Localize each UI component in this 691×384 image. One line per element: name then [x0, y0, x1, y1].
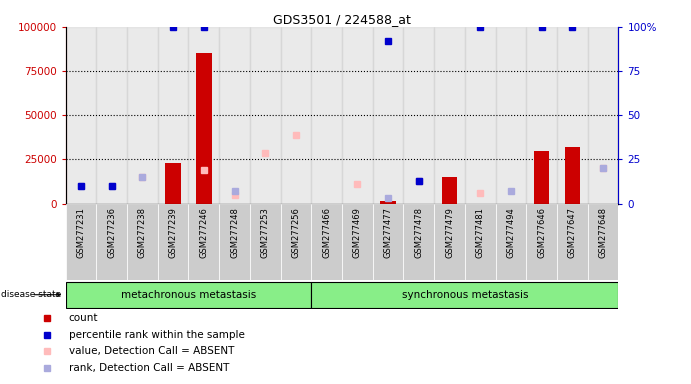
- Bar: [66, 282, 312, 308]
- Text: GSM277248: GSM277248: [230, 207, 239, 258]
- Text: GSM277494: GSM277494: [507, 207, 515, 258]
- Text: percentile rank within the sample: percentile rank within the sample: [69, 329, 245, 339]
- Bar: [588, 27, 618, 204]
- Bar: [127, 204, 158, 280]
- Text: GSM277478: GSM277478: [415, 207, 424, 258]
- Bar: [250, 27, 281, 204]
- Bar: [495, 204, 527, 280]
- Bar: [557, 27, 588, 204]
- Text: GSM277253: GSM277253: [261, 207, 269, 258]
- Bar: [66, 27, 96, 204]
- Bar: [527, 204, 557, 280]
- Text: GSM277256: GSM277256: [292, 207, 301, 258]
- Bar: [281, 27, 312, 204]
- Text: metachronous metastasis: metachronous metastasis: [121, 290, 256, 300]
- Bar: [527, 27, 557, 204]
- Bar: [404, 27, 434, 204]
- Bar: [196, 53, 211, 204]
- Bar: [219, 204, 250, 280]
- Text: GSM277477: GSM277477: [384, 207, 392, 258]
- Title: GDS3501 / 224588_at: GDS3501 / 224588_at: [273, 13, 411, 26]
- Bar: [442, 177, 457, 204]
- Bar: [372, 27, 404, 204]
- Bar: [465, 27, 495, 204]
- Text: GSM277469: GSM277469: [353, 207, 362, 258]
- Bar: [342, 27, 372, 204]
- Bar: [158, 27, 189, 204]
- Text: synchronous metastasis: synchronous metastasis: [401, 290, 528, 300]
- Text: GSM277479: GSM277479: [445, 207, 454, 258]
- Bar: [281, 204, 312, 280]
- Bar: [312, 204, 342, 280]
- Text: GSM277239: GSM277239: [169, 207, 178, 258]
- Text: count: count: [69, 313, 98, 323]
- Text: value, Detection Call = ABSENT: value, Detection Call = ABSENT: [69, 346, 234, 356]
- Text: GSM277646: GSM277646: [537, 207, 546, 258]
- Bar: [381, 201, 396, 204]
- Bar: [66, 204, 96, 280]
- Bar: [565, 147, 580, 204]
- Bar: [342, 204, 372, 280]
- Bar: [96, 204, 127, 280]
- Bar: [312, 27, 342, 204]
- Bar: [96, 27, 127, 204]
- Bar: [434, 204, 465, 280]
- Bar: [404, 204, 434, 280]
- Bar: [557, 204, 588, 280]
- Bar: [165, 163, 181, 204]
- Text: GSM277466: GSM277466: [322, 207, 331, 258]
- Bar: [495, 27, 527, 204]
- Bar: [534, 151, 549, 204]
- Bar: [219, 27, 250, 204]
- Bar: [250, 204, 281, 280]
- Text: GSM277481: GSM277481: [475, 207, 485, 258]
- Text: GSM277647: GSM277647: [568, 207, 577, 258]
- Bar: [189, 204, 219, 280]
- Text: disease state: disease state: [1, 290, 61, 299]
- Text: GSM277231: GSM277231: [77, 207, 86, 258]
- Bar: [434, 27, 465, 204]
- Bar: [158, 204, 189, 280]
- Bar: [372, 204, 404, 280]
- Text: rank, Detection Call = ABSENT: rank, Detection Call = ABSENT: [69, 362, 229, 372]
- Text: GSM277246: GSM277246: [199, 207, 209, 258]
- Bar: [465, 204, 495, 280]
- Text: GSM277236: GSM277236: [107, 207, 116, 258]
- Text: GSM277238: GSM277238: [138, 207, 147, 258]
- Text: GSM277648: GSM277648: [598, 207, 607, 258]
- Bar: [588, 204, 618, 280]
- Bar: [127, 27, 158, 204]
- Bar: [312, 282, 618, 308]
- Bar: [189, 27, 219, 204]
